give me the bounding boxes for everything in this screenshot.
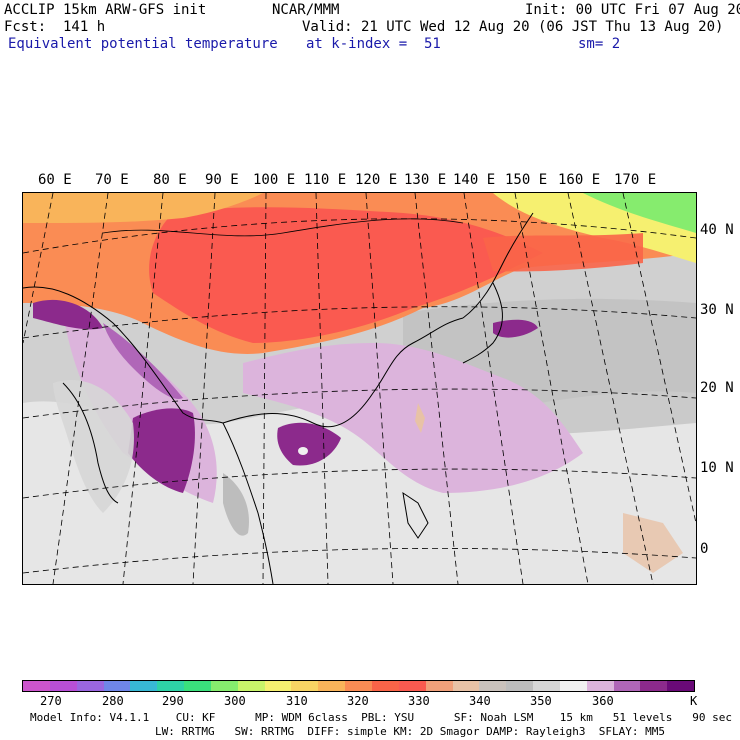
colorbar-swatch-3 [103,681,131,691]
colorbar-swatch-10 [291,681,319,691]
equivalent-potential-temperature-map [22,192,697,585]
colorbar-label-330: 330 [408,694,430,708]
colorbar-swatch-22 [613,681,641,691]
lat-label-40n: 40 N [700,222,734,238]
lon-label-120e: 120 E [355,172,398,188]
smoothing-label: sm= 2 [578,36,621,52]
lon-label-140e: 140 E [453,172,496,188]
organization-label: NCAR/MMM [272,2,340,18]
colorbar-swatch-0 [23,681,50,691]
colorbar-swatch-6 [184,681,211,691]
colorbar-swatch-4 [130,681,158,691]
colorbar-swatch-23 [640,681,668,691]
colorbar-label-360: 360 [592,694,614,708]
colorbar-swatch-18 [506,681,534,691]
lon-label-70e: 70 E [95,172,129,188]
forecast-hour: Fcst: 141 h [4,19,106,35]
lat-label-20n: 20 N [700,380,734,396]
colorbar-label-300: 300 [224,694,246,708]
model-info-line-1: Model Info: V4.1.1 CU: KF MP: WDM 6class… [30,711,732,724]
colorbar-unit: K [690,694,698,708]
colorbar-label-320: 320 [347,694,369,708]
lon-label-80e: 80 E [153,172,187,188]
colorbar-swatch-11 [318,681,346,691]
valid-time: Valid: 21 UTC Wed 12 Aug 20 (06 JST Thu … [302,19,724,35]
model-info-line-2: LW: RRTMG SW: RRTMG DIFF: simple KM: 2D … [155,725,665,738]
colorbar-swatch-7 [210,681,238,691]
lat-label-equator: 0 [700,541,709,557]
colorbar-swatch-24 [667,681,695,691]
lat-label-30n: 30 N [700,302,734,318]
colorbar-swatch-16 [452,681,480,691]
colorbar-swatch-12 [345,681,372,691]
colorbar-label-280: 280 [102,694,124,708]
lon-label-90e: 90 E [205,172,239,188]
lon-label-100e: 100 E [253,172,296,188]
colorbar-label-350: 350 [530,694,552,708]
colorbar-swatch-9 [264,681,292,691]
lat-label-10n: 10 N [700,460,734,476]
model-title: ACCLIP 15km ARW-GFS init [4,2,207,18]
colorbar-swatch-8 [237,681,265,691]
lon-label-60e: 60 E [38,172,72,188]
colorbar-label-270: 270 [40,694,62,708]
colorbar-label-340: 340 [469,694,491,708]
lon-label-110e: 110 E [304,172,347,188]
lon-label-150e: 150 E [505,172,548,188]
field-name: Equivalent potential temperature [8,36,278,52]
colorbar-label-290: 290 [162,694,184,708]
colorbar-label-310: 310 [286,694,308,708]
lon-label-130e: 130 E [404,172,447,188]
lon-label-160e: 160 E [558,172,601,188]
colorbar-swatch-21 [586,681,614,691]
colorbar-swatch-1 [49,681,77,691]
colorbar-swatch-17 [479,681,507,691]
colorbar-swatch-5 [157,681,185,691]
colorbar-swatch-2 [76,681,104,691]
colorbar-swatch-19 [533,681,560,691]
colorbar [22,680,695,692]
colorbar-swatch-14 [398,681,426,691]
colorbar-swatch-13 [371,681,399,691]
colorbar-swatch-20 [559,681,587,691]
lon-label-170e: 170 E [614,172,657,188]
init-time: Init: 00 UTC Fri 07 Aug 20 [525,2,740,18]
level-label: at k-index = 51 [306,36,441,52]
colorbar-swatch-15 [425,681,453,691]
